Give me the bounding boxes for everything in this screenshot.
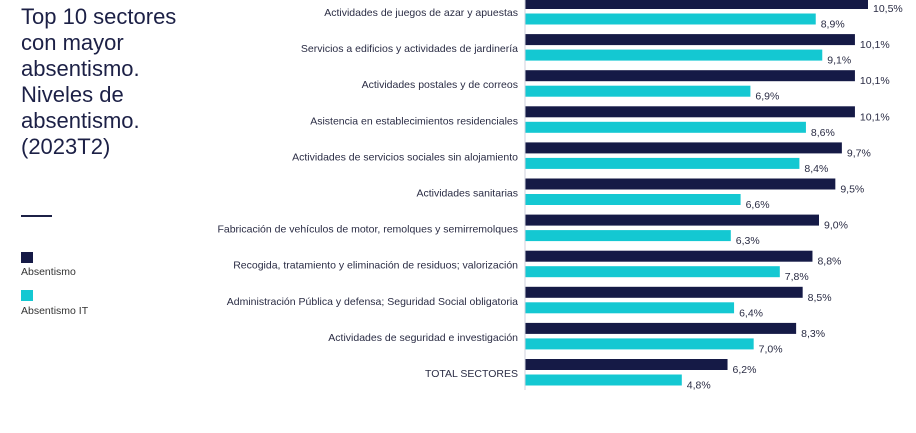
- data-label: 6,9%: [755, 91, 779, 103]
- data-label: 9,1%: [827, 55, 851, 67]
- data-label: 7,0%: [759, 343, 783, 355]
- data-label: 6,2%: [733, 364, 757, 376]
- bar-absentismo: [525, 0, 868, 9]
- bar-absentismo: [525, 70, 855, 82]
- data-label: 6,3%: [736, 235, 760, 247]
- bar-absentismo: [525, 142, 842, 154]
- data-label: 8,3%: [801, 328, 825, 340]
- data-label: 4,8%: [687, 380, 711, 392]
- category-label: Fabricación de vehículos de motor, remol…: [217, 224, 518, 236]
- category-label: Actividades postales y de correos: [362, 79, 518, 91]
- bar-absentismo: [525, 322, 797, 334]
- category-label: Asistencia en establecimientos residenci…: [310, 115, 518, 127]
- legend-label-absentismo-it: Absentismo IT: [21, 305, 89, 317]
- category-label: Actividades de juegos de azar y apuestas: [324, 7, 518, 19]
- data-label: 7,8%: [785, 271, 809, 283]
- bar-absentismo-it: [525, 302, 735, 314]
- data-label: 10,1%: [860, 111, 890, 123]
- legend-swatch-absentismo: [21, 252, 33, 263]
- category-label: Actividades de seguridad e investigación: [328, 332, 518, 344]
- data-label: 8,4%: [804, 163, 828, 175]
- bar-absentismo-it: [525, 374, 682, 386]
- data-label: 9,0%: [824, 220, 848, 232]
- legend-swatch-absentismo-it: [21, 290, 33, 301]
- category-label: Actividades sanitarias: [416, 188, 518, 200]
- data-label: 10,1%: [860, 39, 890, 51]
- bar-absentismo-it: [525, 13, 816, 25]
- title-divider: [21, 215, 52, 217]
- bar-absentismo-it: [525, 230, 731, 242]
- bar-absentismo-it: [525, 194, 741, 205]
- bar-absentismo-it: [525, 157, 800, 169]
- category-label: TOTAL SECTORES: [425, 368, 518, 380]
- category-label: Servicios a edificios y actividades de j…: [301, 43, 518, 55]
- bar-absentismo: [525, 359, 728, 370]
- data-label: 8,9%: [821, 19, 845, 31]
- bar-absentismo-it: [525, 85, 751, 97]
- legend-label-absentismo: Absentismo: [21, 266, 76, 278]
- bar-absentismo-it: [525, 121, 806, 133]
- data-label: 10,5%: [873, 3, 903, 15]
- data-label: 9,5%: [840, 184, 864, 196]
- bar-absentismo: [525, 106, 855, 118]
- bar-absentismo-it: [525, 338, 754, 350]
- data-label: 9,7%: [847, 147, 871, 159]
- data-label: 8,5%: [808, 292, 832, 304]
- chart-title: Top 10 sectores con mayor absentismo. Ni…: [21, 4, 177, 159]
- data-label: 6,4%: [739, 307, 763, 319]
- bar-absentismo: [525, 214, 819, 226]
- category-label: Actividades de servicios sociales sin al…: [292, 151, 518, 163]
- bar-absentismo-it: [525, 49, 823, 61]
- category-label: Administración Pública y defensa; Seguri…: [227, 296, 518, 308]
- category-label: Recogida, tratamiento y eliminación de r…: [233, 260, 518, 272]
- bar-absentismo-it: [525, 266, 780, 278]
- bar-absentismo: [525, 178, 836, 190]
- bar-absentismo: [525, 286, 803, 298]
- data-label: 8,8%: [817, 256, 841, 268]
- data-label: 8,6%: [811, 127, 835, 139]
- bar-absentismo: [525, 250, 813, 262]
- bar-absentismo: [525, 34, 855, 46]
- data-label: 10,1%: [860, 75, 890, 87]
- data-label: 6,6%: [746, 199, 770, 211]
